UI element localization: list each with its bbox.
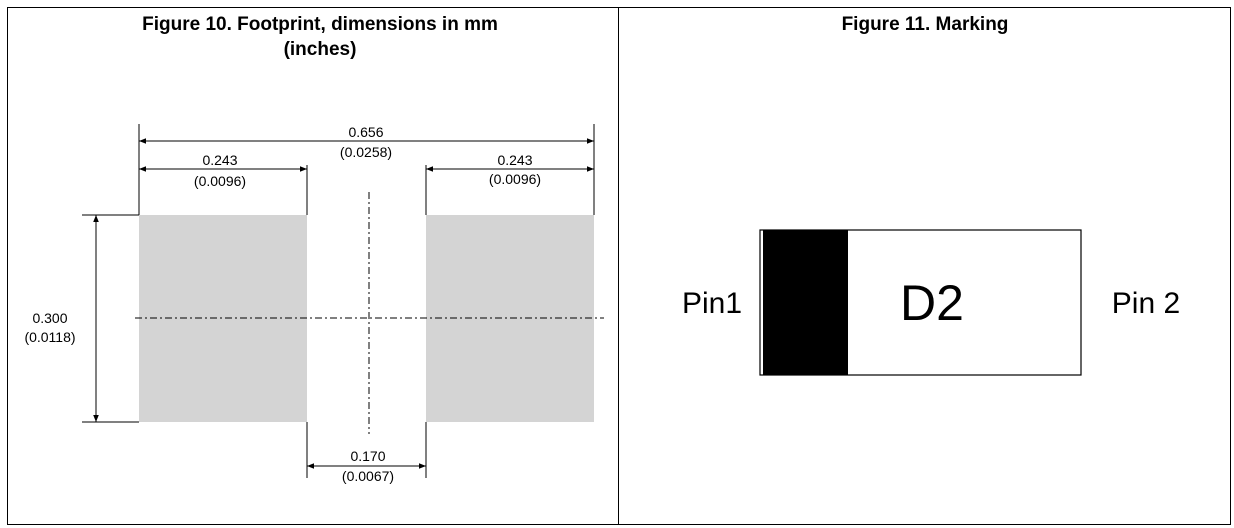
right-pad-width-mm-label: 0.243 bbox=[497, 152, 532, 168]
marking-drawing: Pin1 D2 Pin 2 bbox=[682, 229, 1180, 376]
footprint-drawing: 0.656 (0.0258) 0.243 (0.0096) 0.243 (0.0… bbox=[24, 124, 604, 484]
overall-width-inch-label: (0.0258) bbox=[340, 144, 392, 160]
pin1-label: Pin1 bbox=[682, 287, 742, 320]
pad-height-inch-label: (0.0118) bbox=[24, 329, 75, 345]
figure-10-title: Figure 10. Footprint, dimensions in mm (… bbox=[20, 12, 620, 62]
table-frame bbox=[7, 7, 1231, 525]
pad-height-mm-label: 0.300 bbox=[32, 310, 67, 326]
cathode-band bbox=[763, 230, 848, 375]
gap-inch-label: (0.0067) bbox=[342, 468, 394, 484]
left-pad-width-mm-label: 0.243 bbox=[202, 152, 237, 168]
left-pad-width-inch-label: (0.0096) bbox=[194, 173, 246, 189]
gap-mm-label: 0.170 bbox=[350, 448, 385, 464]
column-divider bbox=[618, 7, 619, 525]
pin2-label: Pin 2 bbox=[1112, 287, 1180, 320]
marking-code: D2 bbox=[900, 275, 964, 331]
figure-10-title-line2: (inches) bbox=[283, 39, 357, 60]
figure-11-title: Figure 11. Marking bbox=[841, 14, 1009, 35]
right-pad-width-inch-label: (0.0096) bbox=[489, 171, 541, 187]
overall-width-mm-label: 0.656 bbox=[348, 124, 383, 140]
figure-10-title-line1: Figure 10. Footprint, dimensions in mm bbox=[142, 14, 498, 35]
